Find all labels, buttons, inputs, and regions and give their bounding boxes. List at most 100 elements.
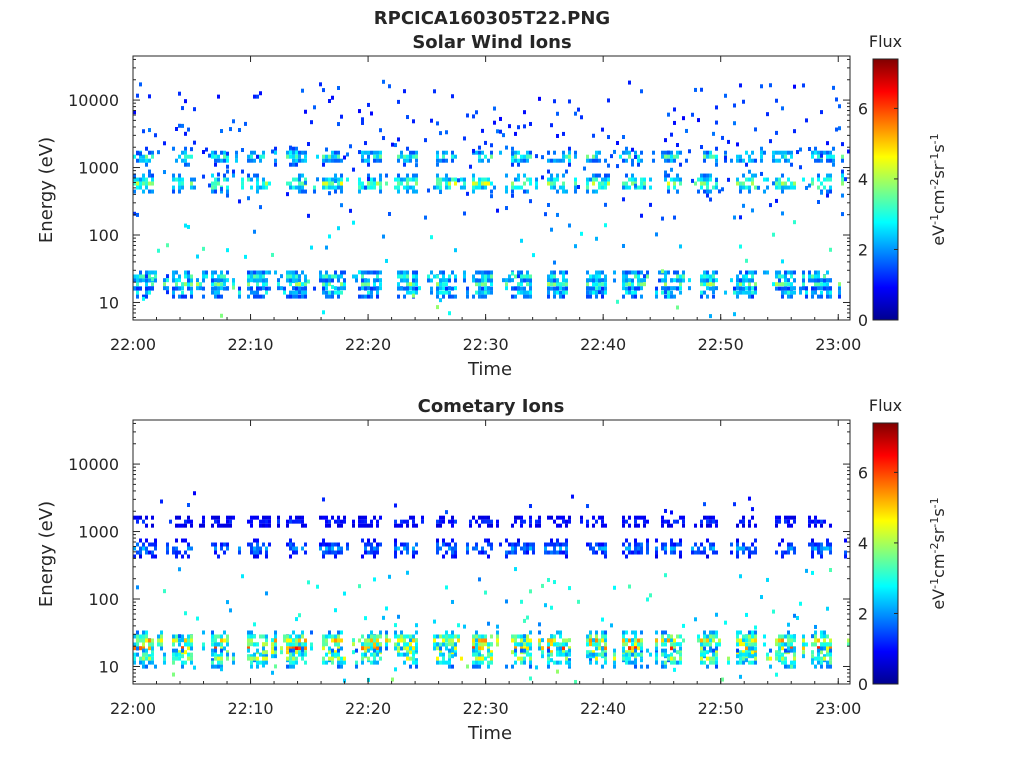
heatmap-cell <box>253 229 256 234</box>
heatmap-cell <box>304 652 307 657</box>
heatmap-cell <box>301 519 304 524</box>
heatmap-cell <box>478 150 481 155</box>
heatmap-cell <box>415 173 418 178</box>
heatmap-cell <box>472 294 475 299</box>
heatmap-cell <box>379 286 382 291</box>
heatmap-cell <box>373 278 376 283</box>
heatmap-cell <box>142 648 145 653</box>
heatmap-cell <box>490 181 493 186</box>
heatmap-cell <box>706 189 709 194</box>
heatmap-cell <box>187 278 190 283</box>
heatmap-cell <box>841 212 844 217</box>
heatmap-cell <box>295 290 298 295</box>
heatmap-cell <box>667 154 670 159</box>
heatmap-cell <box>676 642 679 647</box>
heatmap-cell <box>526 150 529 155</box>
heatmap-cell <box>775 650 778 655</box>
heatmap-cell <box>145 648 148 653</box>
heatmap-cell <box>199 282 202 287</box>
heatmap-cell <box>664 286 667 291</box>
heatmap-cell <box>811 658 814 663</box>
heatmap-cell <box>211 542 214 547</box>
heatmap-cell <box>631 158 634 163</box>
heatmap-cell <box>820 554 823 559</box>
heatmap-cell <box>145 538 148 543</box>
heatmap-cell <box>322 497 325 502</box>
heatmap-cell <box>703 634 706 639</box>
heatmap-cell <box>184 642 187 647</box>
heatmap-cell <box>439 278 442 283</box>
heatmap-cell <box>253 274 256 279</box>
heatmap-cell <box>262 646 265 651</box>
heatmap-cell <box>367 538 370 543</box>
heatmap-cell <box>175 546 178 551</box>
heatmap-cell <box>166 290 169 295</box>
heatmap-cell <box>595 158 598 163</box>
heatmap-cell <box>541 583 544 588</box>
heatmap-cell <box>679 646 682 651</box>
heatmap-cell <box>286 656 289 661</box>
heatmap-cell <box>229 608 232 613</box>
heatmap-cell <box>826 278 829 283</box>
heatmap-cell <box>529 504 532 509</box>
heatmap-cell <box>706 294 709 299</box>
heatmap-cell <box>151 554 154 559</box>
heatmap-cell <box>142 630 145 635</box>
heatmap-cell <box>781 282 784 287</box>
heatmap-cell <box>637 638 640 643</box>
heatmap-cell <box>220 278 223 283</box>
heatmap-cell <box>304 642 307 647</box>
heatmap-cell <box>709 546 712 551</box>
heatmap-cell <box>412 185 415 190</box>
heatmap-cell <box>487 652 490 657</box>
heatmap-cell <box>712 660 715 665</box>
heatmap-cell <box>712 154 715 159</box>
heatmap-cell <box>172 634 175 639</box>
heatmap-cell <box>295 650 298 655</box>
heatmap-cell <box>490 546 493 551</box>
heatmap-cell <box>490 270 493 275</box>
heatmap-cell <box>175 282 178 287</box>
heatmap-cell <box>184 660 187 665</box>
heatmap-cell <box>796 615 799 620</box>
heatmap-cell <box>496 624 499 629</box>
heatmap-cell <box>655 652 658 657</box>
heatmap-cell <box>745 646 748 651</box>
heatmap-cell <box>139 274 142 279</box>
heatmap-cell <box>568 154 571 159</box>
heatmap-cell <box>388 211 391 216</box>
heatmap-cell <box>454 154 457 159</box>
heatmap-cell <box>406 646 409 651</box>
heatmap-cell <box>760 595 763 600</box>
heatmap-cell <box>151 277 154 282</box>
heatmap-cell <box>550 634 553 639</box>
heatmap-cell <box>574 150 577 155</box>
heatmap-cell <box>436 642 439 647</box>
heatmap-cell <box>346 542 349 547</box>
heatmap-cell <box>775 185 778 190</box>
heatmap-cell <box>172 173 175 178</box>
heatmap-cell <box>337 664 340 669</box>
heatmap-cell <box>781 554 784 559</box>
heatmap-cell <box>523 124 526 129</box>
heatmap-cell <box>274 158 277 163</box>
heatmap-cell <box>322 274 325 279</box>
heatmap-cell <box>487 286 490 291</box>
heatmap-cell <box>478 154 481 159</box>
heatmap-cell <box>406 519 409 524</box>
heatmap-cell <box>259 270 262 275</box>
heatmap-cell <box>514 652 517 657</box>
heatmap-cell <box>292 279 295 284</box>
heatmap-cell <box>289 154 292 159</box>
heatmap-cell <box>595 646 598 651</box>
heatmap-cell <box>787 646 790 651</box>
heatmap-cell <box>190 634 193 639</box>
heatmap-cell <box>793 664 796 669</box>
heatmap-cell <box>784 150 787 155</box>
heatmap-cell <box>412 554 415 559</box>
heatmap-cell <box>754 652 757 657</box>
heatmap-cell <box>286 270 289 275</box>
heatmap-cell <box>151 660 154 665</box>
heatmap-cell <box>817 173 820 178</box>
heatmap-cell <box>457 638 460 643</box>
